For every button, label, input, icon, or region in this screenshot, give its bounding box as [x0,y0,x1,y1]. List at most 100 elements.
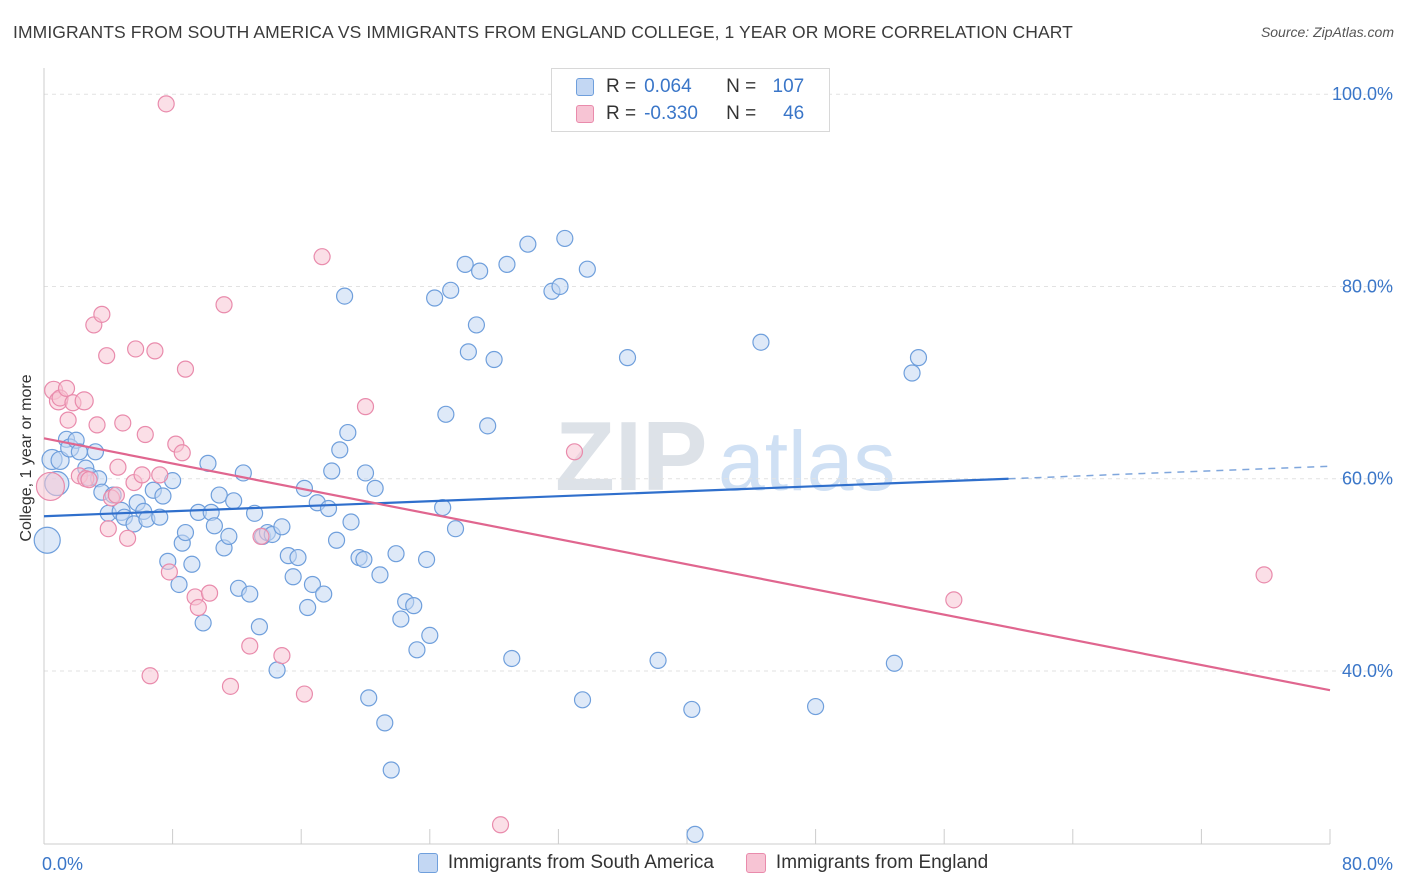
england-point [295,685,314,703]
south-america-point [426,289,444,307]
y-axis-label: College, 1 year or more [18,374,35,542]
england-point [57,379,76,397]
south-america-point [319,499,338,518]
england-point [1255,566,1273,584]
n-value-south-america: 107 [772,76,805,97]
england-point [141,667,159,685]
england-point [88,416,106,434]
x-tick-label-min: 0.0% [42,854,83,874]
south-america-point [752,333,770,351]
south-america-point [683,700,701,719]
england-point [127,340,145,358]
england-point [151,466,169,484]
south-america-point [498,255,516,273]
england-point [176,360,195,378]
south-america-point [355,550,373,569]
england-point [241,637,259,655]
source-label: Source: ZipAtlas.com [1260,24,1394,40]
south-america-point [241,585,259,603]
south-america-point [210,486,228,504]
south-america-point [315,585,333,603]
south-america-point [578,260,596,278]
south-america-point [176,523,195,542]
south-america-point [273,518,291,536]
data-points [33,95,1273,843]
south-america-point [356,464,375,482]
south-america-point [392,610,410,628]
south-america-point [446,520,465,538]
south-america-point [519,235,537,253]
south-america-point [323,462,341,480]
england-point [109,458,127,476]
south-america-point [220,527,238,546]
n-value-england: 46 [783,103,805,124]
england-point [252,527,270,546]
south-america-point [503,649,521,668]
y-tick-label: 60.0% [1342,469,1393,489]
england-point [74,391,94,411]
south-america-point [437,405,455,423]
stats-legend-row-south-america: R = 0.064 N = 107 [552,74,804,100]
south-america-point [336,287,354,305]
south-america-point [471,262,489,280]
england-point [160,563,178,581]
england-point [157,95,175,113]
south-america-point [33,526,61,554]
south-america-point [331,441,349,459]
y-tick-label: 80.0% [1342,276,1393,296]
tick-labels: 40.0% 60.0% 80.0% 100.0% 0.0% 80.0% [42,84,1393,874]
south-america-point [885,654,903,672]
south-america-point [170,575,188,594]
south-america-point [371,566,389,584]
england-point [136,425,154,444]
england-point [114,414,132,432]
south-america-point [649,651,667,670]
south-america-point [618,349,637,367]
r-value-south-america: 0.064 [644,76,692,97]
england-point [313,248,331,266]
england-point [356,398,375,416]
legend-label-south-america: Immigrants from South America [447,852,714,873]
england-point [93,305,111,323]
south-america-point [342,513,360,531]
south-america-point [467,316,486,334]
england-point [35,471,66,502]
legend-swatch-england [745,853,766,873]
england-point [215,296,233,314]
england-point [107,486,125,504]
legend-item-england: Immigrants from England [745,852,988,874]
england-point [945,591,963,609]
south-america-swatch [576,78,594,96]
chart-title: IMMIGRANTS FROM SOUTH AMERICA VS IMMIGRA… [13,22,1073,42]
legend-swatch-south-america [417,853,438,873]
stats-legend: R = 0.064 N = 107 R = -0.330 N = 46 [551,68,830,132]
r-label: R = [606,76,637,97]
south-america-point [299,598,317,617]
south-america-point [250,618,269,636]
south-america-point [909,349,928,367]
south-america-point [151,508,169,526]
england-swatch [576,105,594,123]
south-america-point [303,575,322,594]
south-america-point [183,555,201,573]
england-point [133,466,151,484]
r-value-england: -0.330 [644,103,698,124]
south-america-point [284,568,302,586]
south-america-point [408,641,426,659]
south-america-point [376,714,394,732]
england-point [98,347,116,365]
south-america-point [205,517,223,535]
south-america-point [442,281,460,299]
n-label: N = [726,103,757,124]
south-america-point [573,691,592,709]
south-america-point [225,492,243,510]
england-point [491,816,510,834]
y-tick-label: 40.0% [1342,661,1393,681]
south-america-point [806,697,825,716]
watermark-atlas: atlas [718,414,895,508]
trend-lines [43,437,1331,692]
r-label: R = [606,103,637,124]
south-america-point [382,761,400,779]
england-point [173,444,191,462]
